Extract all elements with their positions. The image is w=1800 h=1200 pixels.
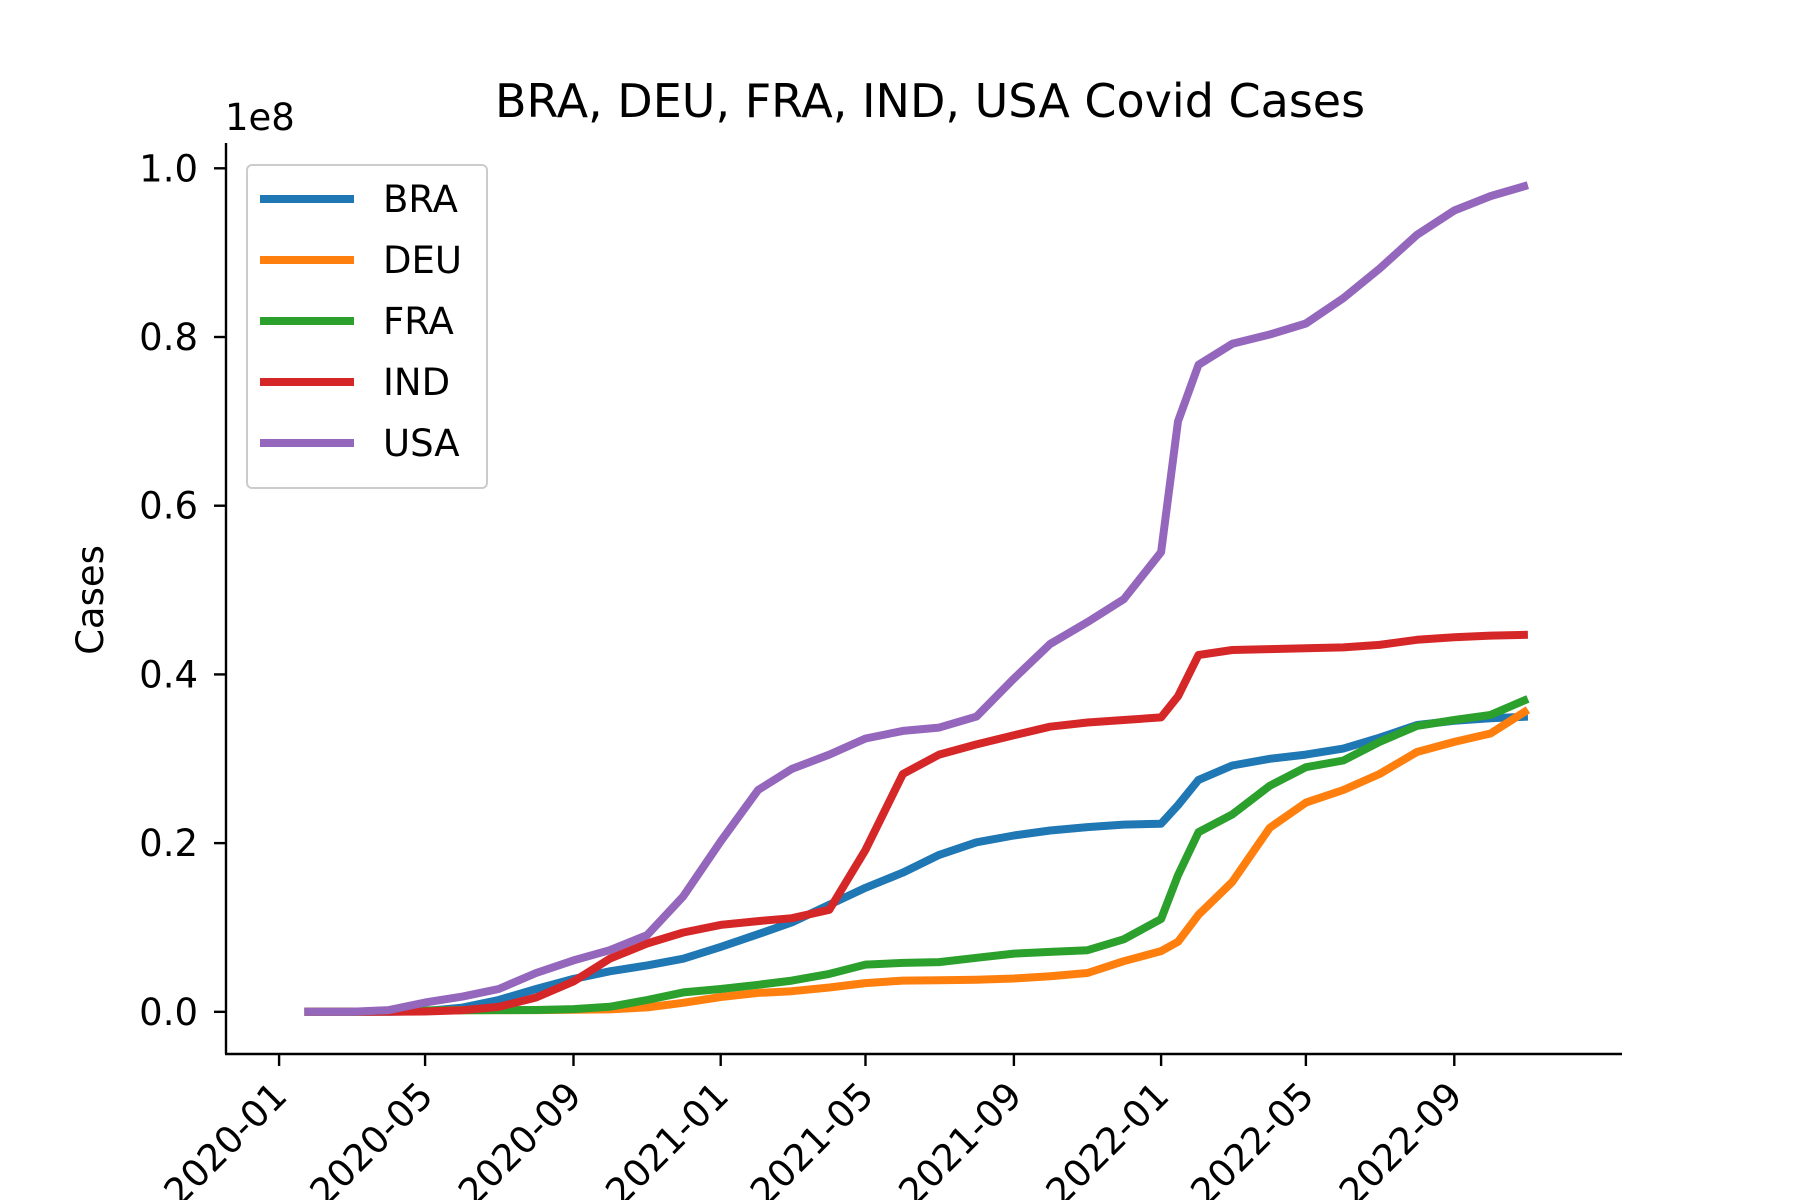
x-tick-label: 2021-01 — [597, 1074, 737, 1200]
y-offset-label: 1e8 — [225, 96, 295, 139]
legend-label-usa: USA — [383, 422, 460, 465]
y-axis-label: Cases — [69, 545, 112, 655]
x-tick-label: 2020-05 — [302, 1074, 442, 1200]
x-tick-label: 2022-09 — [1331, 1074, 1471, 1200]
x-tick-label: 2020-01 — [156, 1074, 296, 1200]
x-tick-label: 2020-09 — [450, 1074, 590, 1200]
x-tick-label: 2022-01 — [1038, 1074, 1178, 1200]
x-tick-label: 2022-05 — [1183, 1074, 1323, 1200]
x-ticks: 2020-01 2020-05 2020-09 2021-01 2021-05 2021-… — [156, 1054, 1471, 1200]
y-tick-label: 0.4 — [139, 653, 198, 696]
series-line-usa — [304, 181, 1530, 1016]
legend-label-deu: DEU — [383, 239, 462, 282]
axes — [224, 143, 1622, 1056]
y-tick-label: 0.0 — [139, 991, 198, 1034]
chart-title: BRA, DEU, FRA, IND, USA Covid Cases — [495, 74, 1365, 128]
series-line-bra — [304, 712, 1529, 1016]
series-lines — [304, 181, 1531, 1016]
y-ticks: 0.0 0.2 0.4 0.6 0.8 1.0 — [139, 147, 226, 1034]
y-tick-label: 0.6 — [139, 485, 198, 528]
legend-label-fra: FRA — [383, 300, 454, 343]
y-tick-label: 1.0 — [139, 147, 198, 190]
x-tick-label: 2021-05 — [742, 1074, 882, 1200]
series-line-ind — [304, 630, 1528, 1016]
legend-box — [246, 164, 488, 489]
y-tick-label: 0.8 — [139, 316, 198, 359]
legend-label-ind: IND — [383, 361, 450, 404]
legend-label-bra: BRA — [383, 178, 458, 221]
legend: BRA DEU FRA IND USA — [246, 164, 488, 489]
x-tick-label: 2021-09 — [891, 1074, 1031, 1200]
y-tick-label: 0.2 — [139, 822, 198, 865]
series-line-fra — [304, 695, 1530, 1016]
